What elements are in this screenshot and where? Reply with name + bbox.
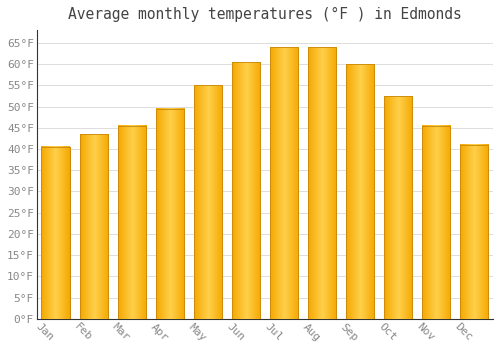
Bar [194,85,222,319]
Bar [118,126,146,319]
Bar [156,108,184,319]
Bar [80,134,108,319]
Bar [232,62,260,319]
Bar [194,85,222,319]
Bar [42,147,70,319]
Bar [156,108,184,319]
Bar [308,47,336,319]
Bar [384,96,412,319]
Bar [460,145,488,319]
Bar [42,147,70,319]
Bar [384,96,412,319]
Bar [460,145,488,319]
Bar [346,64,374,319]
Title: Average monthly temperatures (°F ) in Edmonds: Average monthly temperatures (°F ) in Ed… [68,7,462,22]
Bar [346,64,374,319]
Bar [422,126,450,319]
Bar [270,47,298,319]
Bar [422,126,450,319]
Bar [232,62,260,319]
Bar [308,47,336,319]
Bar [118,126,146,319]
Bar [270,47,298,319]
Bar [80,134,108,319]
